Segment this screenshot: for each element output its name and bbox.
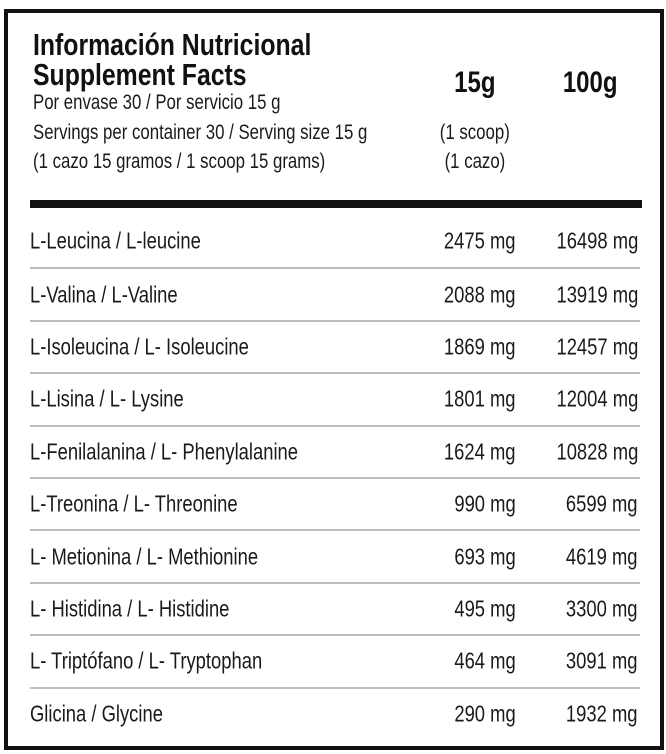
column-header-15g-text: 15g	[454, 66, 496, 99]
column-note-scoop: (1 scoop)	[420, 122, 530, 144]
per-serving-value: 2475 mg	[426, 228, 516, 255]
per-100g-value: 12004 mg	[536, 386, 638, 413]
per-100g-value-text: 13919 mg	[556, 281, 638, 308]
per-100g-value-text: 6599 mg	[566, 490, 638, 517]
table-row: L-Treonina / L- Threonine 990 mg 6599 mg	[30, 476, 640, 529]
column-header-100g-text: 100g	[562, 66, 618, 99]
nutrient-name: L-Treonina / L- Threonine	[30, 491, 290, 518]
per-serving-value: 990 mg	[439, 491, 516, 518]
nutrient-name-text: Glicina / Glycine	[30, 700, 163, 727]
per-serving-value-text: 693 mg	[454, 543, 516, 570]
per-100g-value: 4619 mg	[548, 543, 638, 570]
per-serving-value-text: 495 mg	[454, 595, 516, 622]
servings-line-es: Por envase 30 / Por servicio 15 g	[33, 92, 342, 114]
per-serving-value: 1869 mg	[426, 333, 516, 360]
nutrient-name: L-Valina / L-Valine	[30, 281, 215, 308]
per-100g-value: 13919 mg	[536, 281, 638, 308]
nutrient-name: L-Fenilalanina / L- Phenylalanine	[30, 438, 365, 465]
per-100g-value: 10828 mg	[536, 438, 638, 465]
header-divider	[30, 200, 642, 208]
per-100g-value: 3300 mg	[548, 595, 638, 622]
table-row: L- Metionina / L- Methionine 693 mg 4619 m…	[30, 529, 640, 581]
per-serving-value-text: 990 mg	[454, 490, 516, 517]
nutrient-name: L-Isoleucina / L- Isoleucine	[30, 333, 304, 360]
per-100g-value-text: 12457 mg	[556, 333, 638, 360]
column-note-scoop-text: (1 scoop)	[439, 121, 511, 144]
per-100g-value: 6599 mg	[548, 491, 638, 518]
nutrient-name-text: L- Triptófano / L- Tryptophan	[30, 647, 263, 674]
servings-line-en: Servings per container 30 / Serving size…	[33, 122, 451, 144]
per-serving-value: 1801 mg	[426, 386, 516, 413]
nutrient-name: L- Metionina / L- Methionine	[30, 543, 315, 570]
per-100g-value: 12457 mg	[536, 333, 638, 360]
per-100g-value-text: 3300 mg	[566, 595, 638, 622]
per-serving-value-text: 2475 mg	[444, 227, 516, 254]
per-100g-value: 3091 mg	[548, 648, 638, 675]
nutrient-name-text: L-Treonina / L- Threonine	[30, 490, 238, 517]
scoop-line-text: (1 cazo 15 gramos / 1 scoop 15 grams)	[33, 150, 326, 173]
nutrient-name: Glicina / Glycine	[30, 700, 196, 727]
per-100g-value: 1932 mg	[548, 700, 638, 727]
table-row: L-Leucina / L-leucine 2475 mg 16498 mg	[30, 215, 640, 267]
servings-line-en-text: Servings per container 30 / Serving size…	[33, 121, 368, 144]
scoop-line: (1 cazo 15 gramos / 1 scoop 15 grams)	[33, 151, 398, 173]
per-serving-value-text: 1869 mg	[444, 333, 516, 360]
column-header-100g: 100g	[540, 66, 640, 100]
label-border	[4, 9, 664, 750]
table-row: L- Triptófano / L- Tryptophan 464 mg 3091 …	[30, 634, 640, 686]
nutrient-name-text: L-Isoleucina / L- Isoleucine	[30, 333, 249, 360]
table-row: L- Histidina / L- Histidine 495 mg 3300 mg	[30, 581, 640, 634]
per-100g-value-text: 16498 mg	[556, 227, 638, 254]
table-row: Glicina / Glycine 290 mg 1932 mg	[30, 686, 640, 739]
nutrient-name: L-Lisina / L- Lysine	[30, 386, 222, 413]
per-serving-value-text: 464 mg	[454, 647, 516, 674]
per-serving-value-text: 1624 mg	[444, 438, 516, 465]
per-100g-value-text: 3091 mg	[566, 647, 638, 674]
nutrient-table: L-Leucina / L-leucine 2475 mg 16498 mg L-Va…	[30, 215, 640, 739]
column-note-cazo-text: (1 cazo)	[444, 150, 506, 173]
nutrient-name-text: L- Metionina / L- Methionine	[30, 543, 259, 570]
per-serving-value-text: 2088 mg	[444, 281, 516, 308]
per-serving-value: 495 mg	[439, 595, 516, 622]
nutrient-name-text: L-Valina / L-Valine	[30, 281, 178, 308]
table-row: L-Valina / L-Valine 2088 mg 13919 mg	[30, 267, 640, 319]
column-header-15g: 15g	[430, 66, 520, 100]
per-100g-value: 16498 mg	[536, 228, 638, 255]
title-spanish-text: Información Nutricional	[33, 27, 312, 62]
per-100g-value-text: 12004 mg	[556, 385, 638, 412]
servings-line-es-text: Por envase 30 / Por servicio 15 g	[33, 91, 281, 114]
nutrient-name-text: L-Lisina / L- Lysine	[30, 385, 184, 412]
title-spanish: Información Nutricional	[33, 27, 381, 62]
per-serving-value-text: 1801 mg	[444, 385, 516, 412]
table-row: L-Fenilalanina / L- Phenylalanine 1624 mg…	[30, 424, 640, 477]
table-row: L-Lisina / L- Lysine 1801 mg 12004 mg	[30, 372, 640, 424]
title-english: Supplement Facts	[33, 57, 300, 92]
title-english-text: Supplement Facts	[33, 57, 247, 92]
nutrient-name-text: L-Leucina / L-leucine	[30, 227, 201, 254]
per-serving-value: 1624 mg	[426, 438, 516, 465]
nutrient-name: L- Histidina / L- Histidine	[30, 595, 279, 622]
nutrient-name: L- Triptófano / L- Tryptophan	[30, 648, 320, 675]
per-100g-value-text: 4619 mg	[566, 543, 638, 570]
nutrient-name-text: L- Histidina / L- Histidine	[30, 595, 230, 622]
per-serving-value: 693 mg	[439, 543, 516, 570]
per-serving-value: 464 mg	[439, 648, 516, 675]
table-row: L-Isoleucina / L- Isoleucine 1869 mg 12457…	[30, 319, 640, 372]
nutrient-name-text: L-Fenilalanina / L- Phenylalanine	[30, 438, 298, 465]
per-serving-value-text: 290 mg	[454, 700, 516, 727]
per-serving-value: 2088 mg	[426, 281, 516, 308]
column-note-cazo: (1 cazo)	[420, 151, 530, 173]
per-100g-value-text: 10828 mg	[556, 438, 638, 465]
nutrient-name: L-Leucina / L-leucine	[30, 228, 244, 255]
per-100g-value-text: 1932 mg	[566, 700, 638, 727]
per-serving-value: 290 mg	[439, 700, 516, 727]
